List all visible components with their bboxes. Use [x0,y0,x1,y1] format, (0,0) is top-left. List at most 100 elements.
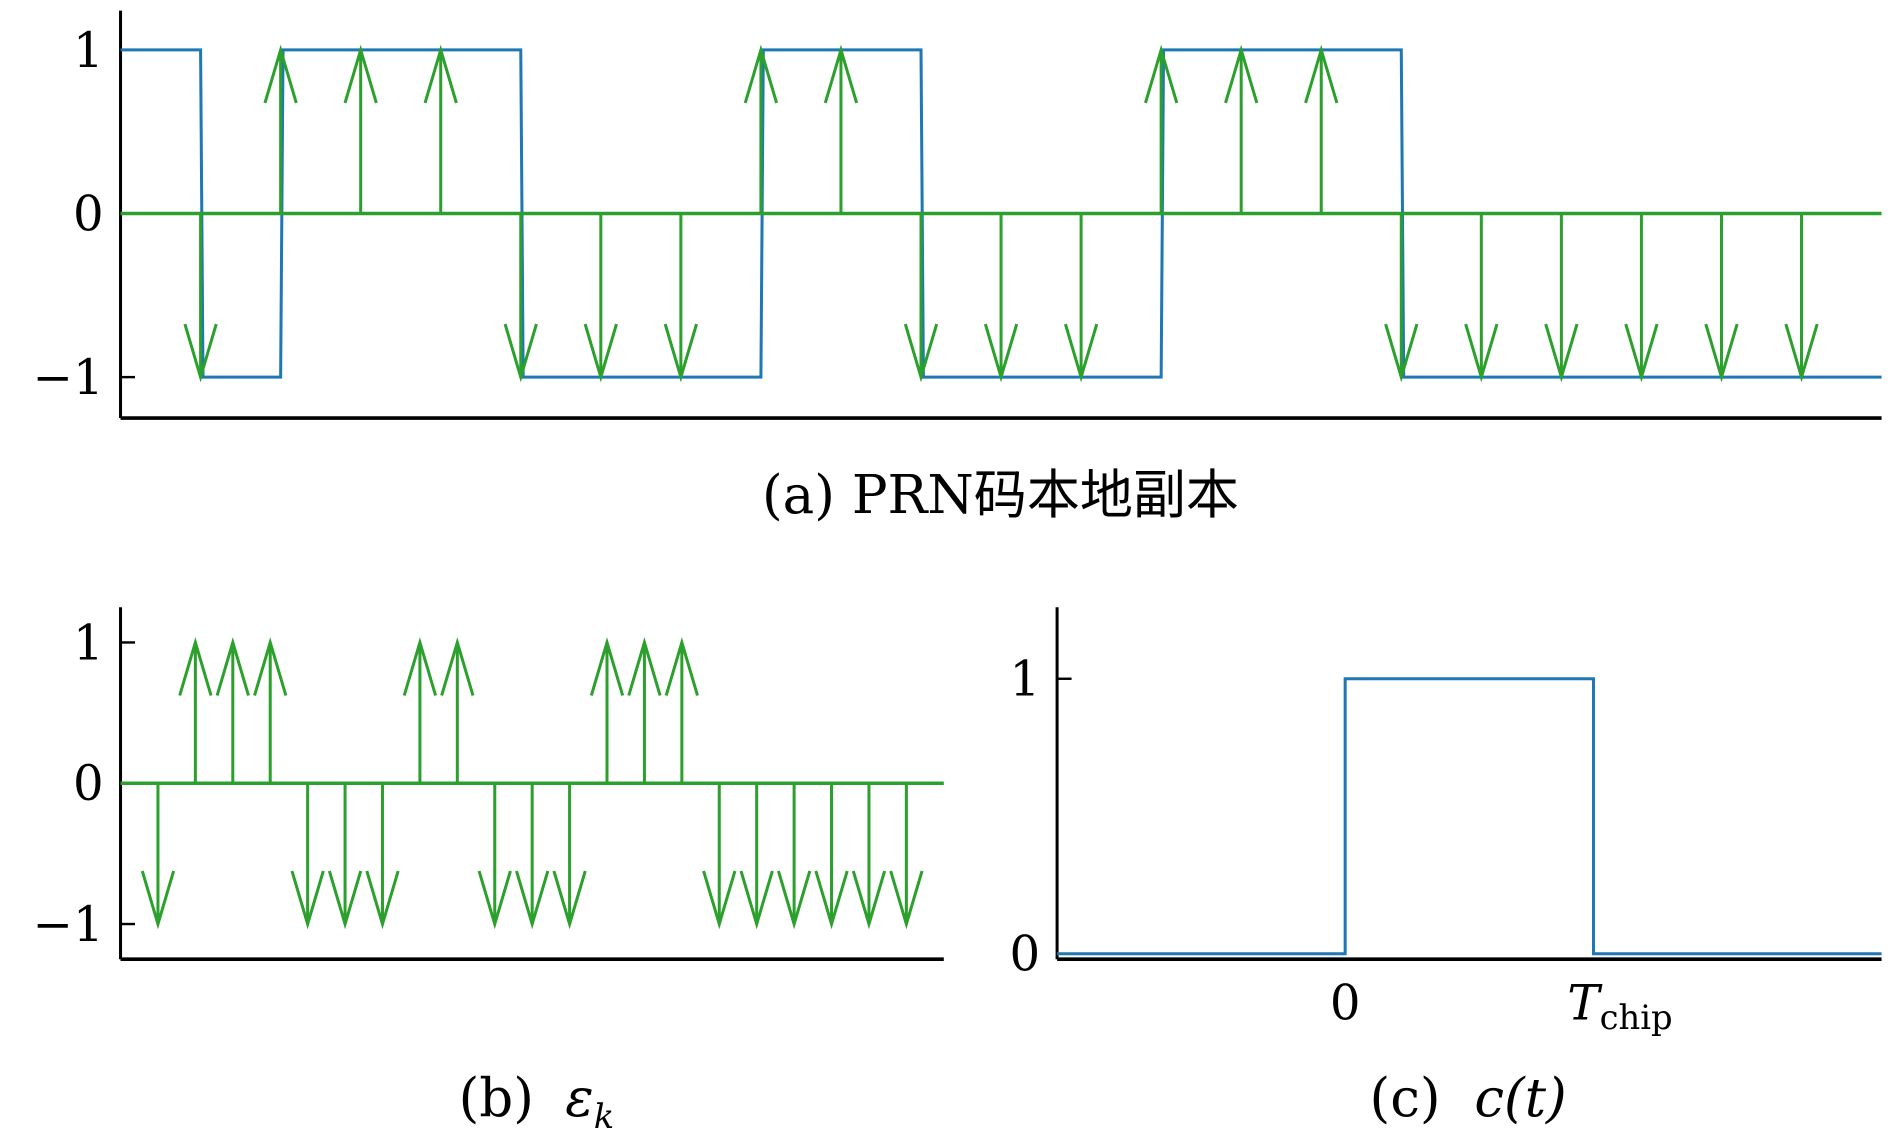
panel-b-impulse-arrow [215,637,250,784]
panel-a: 1 0 −1 [33,10,1882,420]
caption-b-sub: k [594,1097,614,1136]
panel-c-xtick-label: Tchip [1567,975,1672,1037]
caption-c: (c) c(t) [1370,1067,1567,1129]
panel-a-impulse-arrow [583,213,618,383]
xtick-sub: chip [1600,998,1673,1037]
caption-c-func: c(t) [1474,1067,1566,1129]
panel-a-impulse-arrow [743,44,779,214]
panel-c-xtick-label: 0 [1330,975,1361,1031]
arrow-head [1464,323,1499,383]
arrow-head [343,44,378,104]
caption-c-prefix: (c) [1370,1067,1441,1129]
arrow-head [776,870,812,930]
arrow-head [743,44,779,104]
panel-a-impulse-arrow [1144,44,1179,214]
arrow-head [178,637,213,696]
panel-a-impulse-arrow [1704,213,1739,383]
arrow-head [140,870,176,930]
panel-b-ytick-label: −1 [33,897,104,953]
panel-a-impulse-arrow [903,213,939,383]
arrow-head [583,323,618,383]
panel-b-impulse-arrow [589,637,625,784]
panel-b-impulse-arrow [402,637,438,784]
panel-b-impulse-arrow [440,637,475,784]
panel-a-impulse-arrow [1784,213,1819,383]
arrow-head [823,44,859,104]
panel-c-ytick-label: 1 [1010,652,1041,708]
panel-b-impulse-arrow [627,637,662,784]
panel-a-impulse-arrow [1464,213,1499,383]
panel-b-impulse-arrow [290,783,325,930]
xtick-T: T [1567,975,1603,1031]
arrow-head [290,870,325,930]
arrow-head [663,323,698,383]
arrow-head [589,637,625,696]
arrow-head [183,323,218,383]
arrow-head [515,870,550,930]
panel-a-impulse-arrow [1544,213,1579,383]
panel-a-impulse-arrow [983,213,1019,383]
panel-a-impulse-arrow [423,44,458,214]
panel-b-impulse-arrow [851,783,887,930]
panel-a-impulse-arrow [263,44,298,214]
panel-a-ytick-label: 0 [73,186,104,242]
panel-a-ytick-label: −1 [33,350,104,406]
panel-b-ytick-label: 0 [73,756,104,812]
arrow-head [1784,323,1819,383]
caption-b-symbol: ε [565,1067,593,1129]
panel-a-impulse-arrow [1304,44,1339,214]
arrow-head [851,870,887,930]
panel-b-impulse-arrow [515,783,550,930]
arrow-head [423,44,458,104]
panel-a-ytick-label: 1 [73,23,104,79]
arrow-head [702,870,737,930]
arrow-head [627,637,662,696]
panel-a-impulse-arrow [823,44,859,214]
arrow-head [1384,323,1419,383]
panel-a-impulse-arrow [1624,213,1659,383]
arrow-head [402,637,438,696]
panel-a-impulse-arrow [503,213,538,383]
panel-a-impulse-arrow [183,213,218,383]
caption-b-prefix: (b) [459,1067,534,1129]
arrow-head [889,870,924,930]
panel-b-impulse-arrow [776,783,812,930]
panel-a-impulse-arrow [1384,213,1419,383]
panel-b: 1 0 −1 [33,607,944,962]
panel-b-ytick-label: 1 [73,615,104,671]
panel-b-impulse-arrow [552,783,587,930]
caption-a: (a) PRN码本地副本 [762,464,1239,526]
panel-b-impulse-arrow [327,783,363,930]
arrow-head [983,323,1019,383]
arrow-head [477,870,512,930]
caption-b: (b) εk [459,1067,615,1136]
arrow-head [814,870,849,930]
panel-a-impulse-arrow [1063,213,1099,383]
panel-b-impulse-arrow [477,783,512,930]
arrow-head [215,637,250,696]
pulse-line [1057,677,1882,956]
arrow-head [1224,44,1259,104]
panel-b-impulse-arrow [739,783,774,930]
panel-a-impulse-arrow [663,213,698,383]
panel-b-impulse-arrow [178,637,213,784]
arrow-head [327,870,363,930]
arrow-head [1624,323,1659,383]
panel-b-impulse-arrow [889,783,924,930]
panel-b-impulse-arrow [814,783,849,930]
panel-b-impulse-arrow [365,783,400,930]
panel-c: 1 0 0 Tchip [1010,607,1882,1037]
panel-c-ytick-label: 0 [1010,927,1041,983]
arrow-head [1544,323,1579,383]
arrow-head [1063,323,1099,383]
arrow-head [440,637,475,696]
arrow-head [1704,323,1739,383]
panel-a-impulse-arrow [1224,44,1259,214]
arrow-head [1144,44,1179,104]
arrow-head [503,323,538,383]
arrow-head [739,870,774,930]
arrow-head [903,323,939,383]
panel-b-impulse-arrow [253,637,288,784]
panel-b-impulse-arrow [702,783,737,930]
